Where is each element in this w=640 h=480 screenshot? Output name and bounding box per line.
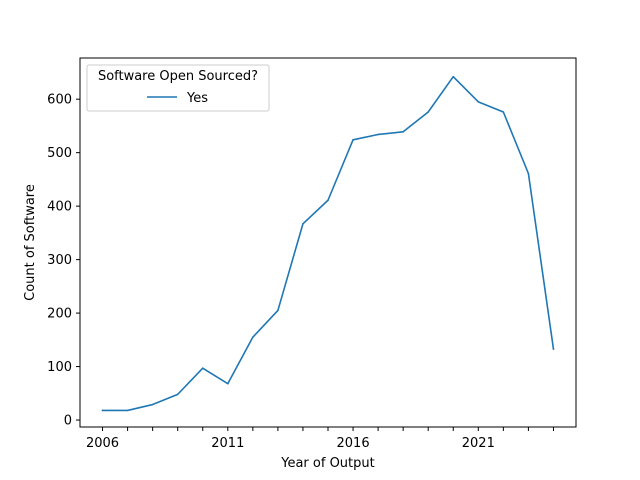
plot-area bbox=[101, 75, 555, 412]
y-tick-label: 200 bbox=[47, 307, 72, 322]
legend-title: Software Open Sourced? bbox=[98, 69, 258, 84]
legend: Software Open Sourced? Yes bbox=[86, 64, 270, 112]
data-point bbox=[527, 172, 530, 175]
x-tick-label: 2016 bbox=[337, 436, 370, 451]
data-point bbox=[201, 367, 204, 369]
data-point bbox=[477, 101, 480, 103]
data-point bbox=[502, 111, 505, 113]
data-point bbox=[352, 139, 354, 141]
y-tick-label: 500 bbox=[47, 146, 72, 161]
x-tick-label: 2011 bbox=[211, 436, 244, 451]
data-point bbox=[327, 199, 329, 202]
x-axis-label: Year of Output bbox=[280, 456, 374, 471]
data-point bbox=[252, 336, 254, 338]
data-point bbox=[402, 131, 404, 133]
x-axis: 2006 2011 2016 2021 bbox=[86, 427, 554, 451]
y-axis: 0 100 200 300 400 500 600 bbox=[47, 93, 80, 429]
y-tick-label: 300 bbox=[47, 253, 72, 268]
data-point bbox=[452, 75, 455, 78]
axes-frame bbox=[79, 57, 577, 428]
y-tick-label: 100 bbox=[47, 360, 72, 375]
x-tick-label: 2006 bbox=[86, 436, 119, 451]
data-point bbox=[552, 348, 555, 350]
data-point bbox=[176, 393, 179, 396]
x-tick-label: 2021 bbox=[462, 436, 495, 451]
data-point bbox=[302, 222, 304, 225]
y-tick-label: 400 bbox=[47, 200, 72, 215]
data-point bbox=[126, 409, 129, 412]
data-point bbox=[427, 111, 430, 113]
data-point bbox=[377, 133, 379, 136]
data-point bbox=[151, 403, 154, 406]
y-axis-label: Count of Software bbox=[23, 184, 38, 301]
y-tick-label: 0 bbox=[64, 414, 72, 429]
data-point bbox=[226, 382, 229, 385]
y-tick-label: 600 bbox=[47, 93, 72, 108]
data-point bbox=[277, 309, 279, 312]
legend-label-yes: Yes bbox=[186, 91, 208, 106]
data-point bbox=[101, 409, 104, 412]
legend-box bbox=[86, 64, 270, 112]
series-line-yes bbox=[101, 75, 555, 412]
